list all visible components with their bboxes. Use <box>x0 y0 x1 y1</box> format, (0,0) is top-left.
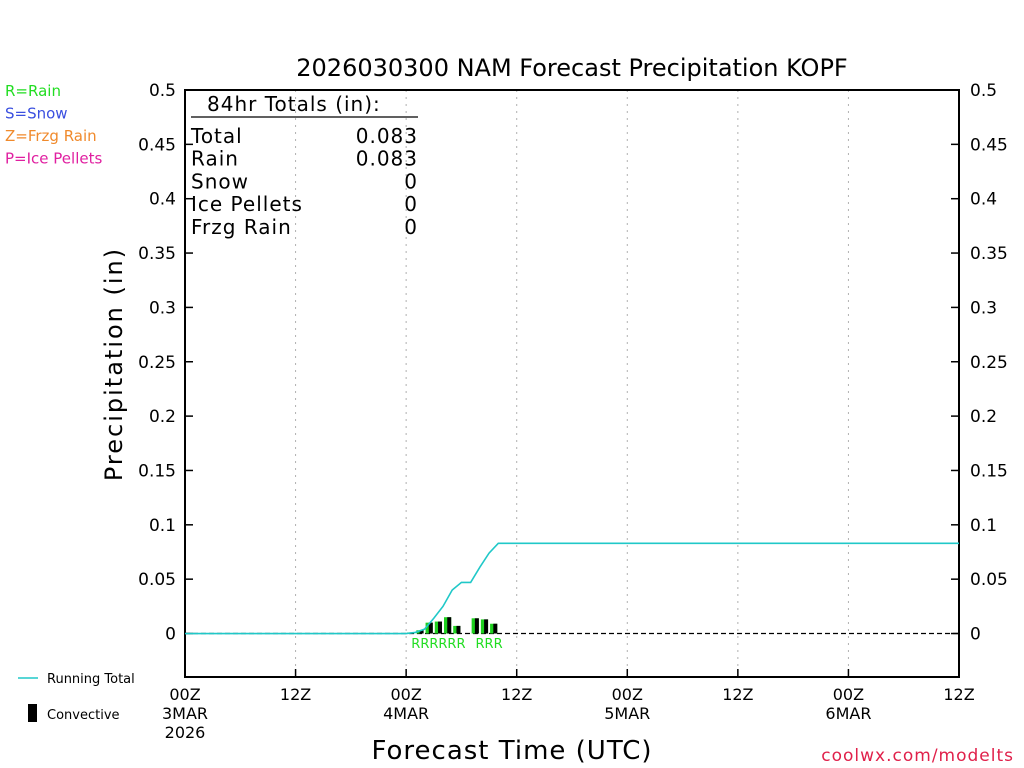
x-tick-label: 00Z <box>833 685 864 704</box>
precip-type-legend-item: Z=Frzg Rain <box>5 127 97 145</box>
plot-frame <box>184 89 960 678</box>
y-axis-right: 0.5 0.45 0.4 0.35 0.3 0.25 0.2 0.15 0.1 0.05 0 <box>951 81 1008 645</box>
convective-bar <box>456 625 461 634</box>
convective-bar <box>438 621 442 634</box>
y-tick-label: 0 <box>165 625 176 645</box>
y-tick-label-right: 0 <box>970 625 981 645</box>
x-tick-label: 12Z <box>943 685 974 704</box>
y-tick-label: 0.2 <box>149 407 176 427</box>
y-tick-label-right: 0.35 <box>970 244 1008 264</box>
x-tick-label: 12Z <box>501 685 532 704</box>
precip-bars <box>407 617 498 634</box>
y-tick-label-right: 0.45 <box>970 135 1008 155</box>
x-tick-date: 3MAR <box>162 704 208 723</box>
y-tick-label: 0.45 <box>138 135 176 155</box>
convective-bar <box>447 617 452 634</box>
totals-heading: 84hr Totals (in): <box>207 92 381 116</box>
x-tick-date: 4MAR <box>383 704 429 723</box>
x-tick-label: 00Z <box>612 685 643 704</box>
precip-type-labels: RRRRRR RRR <box>411 637 502 652</box>
y-tick-label: 0.25 <box>138 353 176 373</box>
precip-type-legend-item: S=Snow <box>5 105 68 123</box>
y-tick-label-right: 0.15 <box>970 461 1008 481</box>
y-tick-label: 0.05 <box>138 570 176 590</box>
totals-row-value: 0.083 <box>356 147 418 171</box>
running-total-legend-label: Running Total <box>47 672 135 687</box>
totals-row-value: 0 <box>404 215 418 239</box>
y-tick-label: 0.1 <box>149 516 176 536</box>
y-axis-label: Precipitation (in) <box>100 247 128 481</box>
running-total-line <box>185 542 959 635</box>
convective-bar <box>493 623 498 634</box>
convective-legend-label: Convective <box>47 708 120 723</box>
grid-lines <box>295 90 849 677</box>
totals-row-value: 0 <box>404 192 418 216</box>
totals-box: 84hr Totals (in): Total 0.083 Rain 0.083 Snow… <box>190 92 418 239</box>
y-tick-label-right: 0.1 <box>970 516 997 536</box>
y-tick-label: 0.15 <box>138 461 176 481</box>
totals-row-label: Frzg Rain <box>191 215 292 239</box>
y-tick-label-right: 0.3 <box>970 298 997 318</box>
convective-bar <box>484 619 489 634</box>
y-tick-label: 0.3 <box>149 298 176 318</box>
x-tick-label: 12Z <box>280 685 311 704</box>
totals-row-value: 0.083 <box>356 124 418 148</box>
x-tick-date: 5MAR <box>604 704 650 723</box>
y-axis-left: 0.5 0.45 0.4 0.35 0.3 0.25 0.2 0.15 0.1 0.05 0 <box>138 81 193 645</box>
credit-text: coolwx.com/modelts <box>821 746 1014 766</box>
y-tick-label-right: 0.2 <box>970 407 997 427</box>
x-tick-year: 2026 <box>165 723 206 742</box>
totals-row-label: Total <box>190 124 243 148</box>
y-tick-label-right: 0.5 <box>970 81 997 101</box>
precip-type-label: RRR <box>476 637 503 652</box>
chart-title: 2026030300 NAM Forecast Precipitation KO… <box>296 54 847 82</box>
y-tick-label-right: 0.05 <box>970 570 1008 590</box>
x-tick-label: 00Z <box>390 685 421 704</box>
x-axis-label: Forecast Time (UTC) <box>371 736 652 766</box>
x-tick-label: 00Z <box>169 685 200 704</box>
convective-bar <box>419 630 424 634</box>
precip-type-legend-item: P=Ice Pellets <box>5 150 102 168</box>
precip-type-label: RRRRRR <box>411 637 465 652</box>
x-tick-date: 6MAR <box>825 704 871 723</box>
totals-row-value: 0 <box>404 169 418 193</box>
precip-type-legend-item: R=Rain <box>5 82 61 100</box>
totals-row-label: Ice Pellets <box>191 192 303 216</box>
convective-bar <box>474 618 479 634</box>
convective-legend-swatch <box>28 704 37 722</box>
series-legend: Running Total Convective <box>18 672 135 723</box>
y-tick-label-right: 0.25 <box>970 353 1008 373</box>
totals-row-label: Rain <box>191 147 239 171</box>
precip-type-legend: R=Rain S=Snow Z=Frzg Rain P=Ice Pellets <box>5 82 102 168</box>
totals-row-label: Snow <box>191 169 249 193</box>
y-tick-label: 0.4 <box>149 190 176 210</box>
y-tick-label: 0.5 <box>149 81 176 101</box>
convective-bar <box>428 622 433 634</box>
x-tick-label: 12Z <box>722 685 753 704</box>
y-tick-label: 0.35 <box>138 244 176 264</box>
y-tick-label-right: 0.4 <box>970 190 997 210</box>
